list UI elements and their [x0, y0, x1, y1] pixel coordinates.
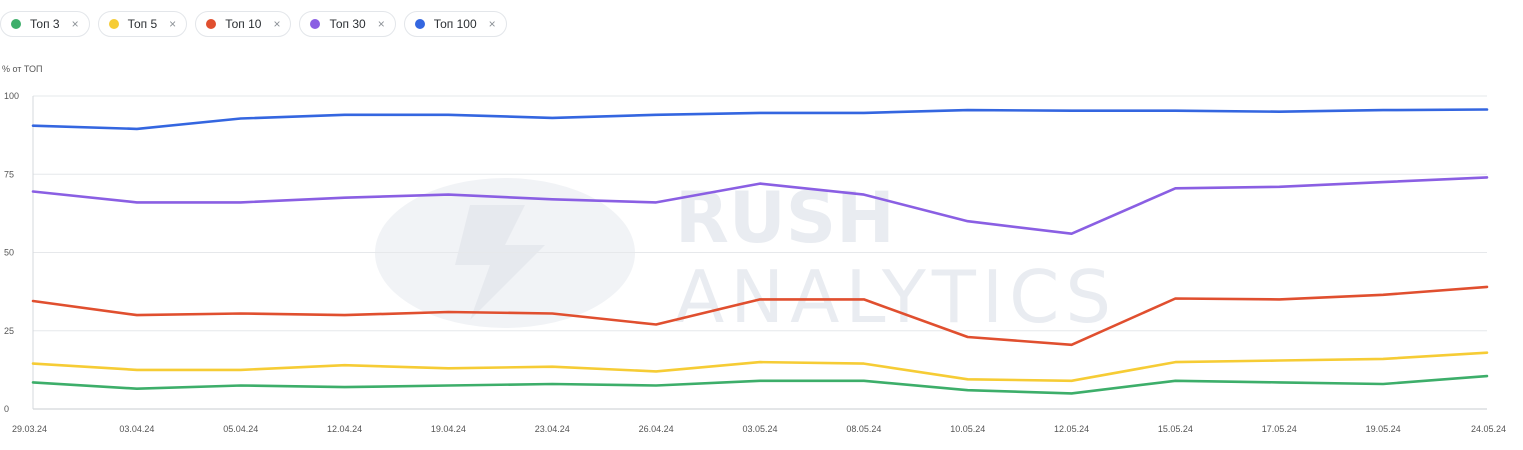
legend-label: Топ 30: [329, 17, 366, 31]
y-tick-label: 0: [4, 404, 9, 414]
watermark-bolt-icon: [455, 205, 545, 320]
watermark-line1: RUSH: [675, 177, 895, 259]
watermark-line2: ANALYTICS: [675, 255, 1117, 339]
series-lines: [31, 108, 1489, 395]
legend-chip[interactable]: Топ 100 ×: [403, 11, 507, 37]
legend-dot-icon: [11, 19, 21, 29]
x-tick-label: 29.03.24: [12, 424, 47, 434]
x-tick-label: 19.05.24: [1366, 424, 1401, 434]
x-tick-label: 15.05.24: [1158, 424, 1193, 434]
y-tick-label: 25: [4, 326, 14, 336]
x-tick-label: 23.04.24: [535, 424, 570, 434]
series-line[interactable]: [31, 351, 1489, 383]
rush-analytics-watermark: RUSH ANALYTICS: [375, 177, 1117, 339]
legend: Топ 3 × Топ 5 × Топ 10 × Топ 30 × Топ 100 ×: [0, 11, 507, 37]
close-icon[interactable]: ×: [273, 17, 281, 31]
series-line[interactable]: [31, 374, 1489, 395]
legend-dot-icon: [206, 19, 217, 29]
legend-label: Топ 5: [127, 17, 158, 31]
series-line[interactable]: [31, 176, 1489, 235]
y-axis-unit-label: % от ТОП: [2, 64, 43, 74]
x-tick-label: 19.04.24: [431, 424, 466, 434]
legend-label: Топ 10: [225, 17, 262, 31]
y-tick-label: 50: [4, 248, 14, 258]
legend-chip[interactable]: Топ 5 ×: [97, 11, 188, 37]
series-line[interactable]: [31, 285, 1489, 347]
grid: [32, 95, 1487, 410]
x-tick-label: 10.05.24: [950, 424, 985, 434]
close-icon[interactable]: ×: [71, 17, 79, 31]
x-tick-label: 17.05.24: [1262, 424, 1297, 434]
legend-dot-icon: [310, 19, 321, 29]
legend-label: Топ 100: [433, 17, 477, 31]
x-axis-ticks: 29.03.24 03.04.24 05.04.24 12.04.24 19.04.24…: [12, 424, 1506, 434]
legend-chip[interactable]: Топ 10 ×: [195, 11, 292, 37]
x-tick-label: 12.05.24: [1054, 424, 1089, 434]
x-tick-label: 24.05.24: [1471, 424, 1506, 434]
x-tick-label: 26.04.24: [639, 424, 674, 434]
legend-label: Топ 3: [30, 17, 60, 31]
legend-chip[interactable]: Топ 30 ×: [299, 11, 396, 37]
x-tick-label: 08.05.24: [846, 424, 881, 434]
y-axis-ticks: 0 25 50 75 100: [4, 91, 19, 414]
close-icon[interactable]: ×: [169, 17, 177, 31]
x-tick-label: 05.04.24: [223, 424, 258, 434]
x-tick-label: 03.04.24: [119, 424, 154, 434]
x-tick-label: 03.05.24: [742, 424, 777, 434]
legend-dot-icon: [108, 19, 119, 29]
series-line[interactable]: [31, 108, 1489, 131]
legend-dot-icon: [414, 19, 425, 29]
y-tick-label: 100: [4, 91, 19, 101]
x-tick-label: 12.04.24: [327, 424, 362, 434]
close-icon[interactable]: ×: [377, 17, 385, 31]
legend-chip[interactable]: Топ 3 ×: [0, 11, 90, 37]
close-icon[interactable]: ×: [488, 17, 496, 31]
y-tick-label: 75: [4, 169, 14, 179]
